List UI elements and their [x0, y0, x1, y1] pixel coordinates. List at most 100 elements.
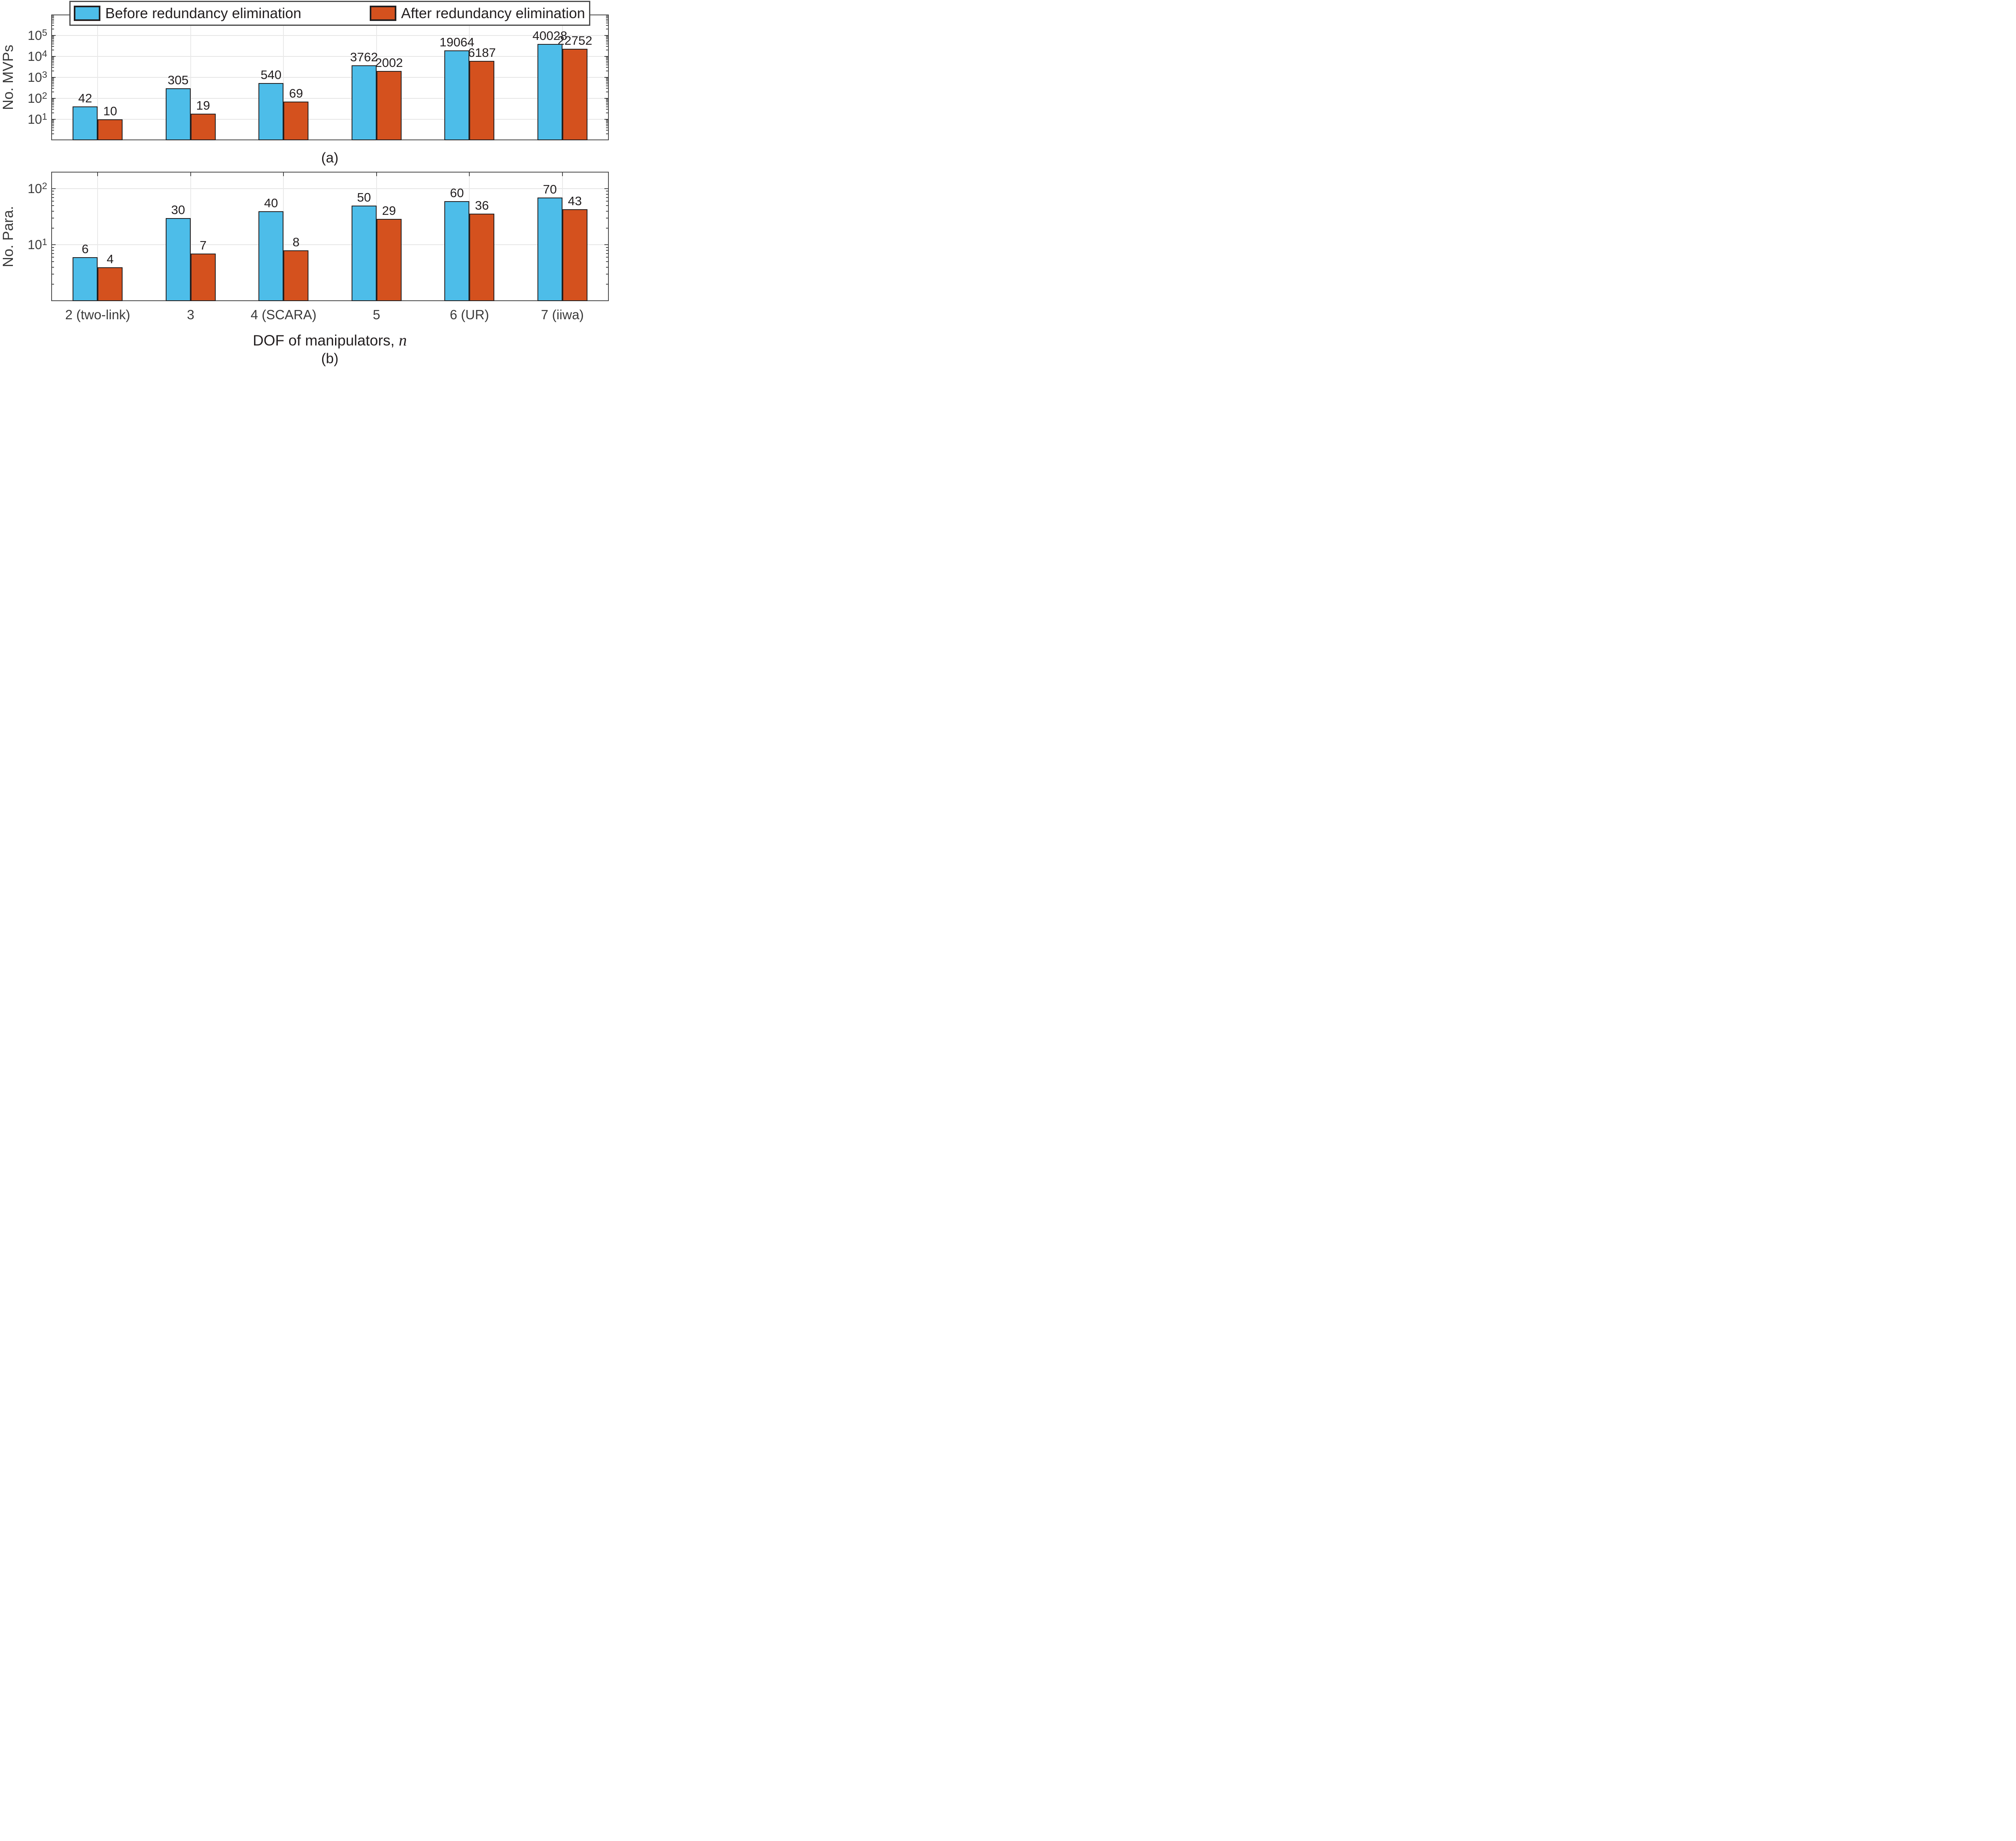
- bar-value-label: 19: [196, 98, 210, 112]
- gridline-horizontal: [52, 35, 608, 36]
- y-minor-tick: [606, 274, 608, 275]
- y-minor-tick: [52, 15, 54, 16]
- legend-label-after: After redundancy elimination: [401, 5, 585, 21]
- bar: [469, 60, 495, 140]
- bar-value-label: 540: [260, 67, 282, 82]
- y-minor-tick: [52, 127, 54, 128]
- y-minor-tick: [606, 57, 608, 58]
- y-minor-tick: [606, 88, 608, 89]
- y-major-tick: [604, 244, 608, 245]
- y-minor-tick: [52, 267, 54, 268]
- y-minor-tick: [606, 125, 608, 126]
- bar-value-label: 22752: [557, 33, 592, 48]
- y-minor-tick: [606, 19, 608, 20]
- bar-value-label: 6: [81, 242, 89, 256]
- gridline-horizontal: [52, 56, 608, 57]
- y-minor-tick: [606, 193, 608, 195]
- y-minor-tick: [52, 284, 54, 285]
- y-minor-tick: [52, 121, 54, 122]
- bar: [283, 102, 309, 140]
- y-major-tick: [52, 98, 56, 99]
- x-tick: [97, 173, 98, 176]
- y-axis-label: No. Para.: [0, 206, 16, 267]
- bar-value-label: 6187: [468, 45, 496, 60]
- y-minor-tick: [52, 100, 54, 101]
- y-minor-tick: [606, 127, 608, 128]
- y-minor-tick: [52, 60, 54, 62]
- y-minor-tick: [52, 80, 54, 81]
- y-minor-tick: [606, 85, 608, 86]
- axis-box: [51, 172, 609, 301]
- y-minor-tick: [606, 101, 608, 102]
- gridline-vertical: [283, 173, 284, 300]
- legend-swatch-before-icon: [74, 6, 100, 21]
- y-minor-tick: [52, 125, 54, 126]
- y-minor-tick: [52, 67, 54, 68]
- y-minor-tick: [606, 109, 608, 110]
- bar: [190, 113, 216, 140]
- legend-label-before: Before redundancy elimination: [105, 5, 302, 21]
- y-minor-tick: [52, 122, 54, 123]
- y-minor-tick: [606, 37, 608, 38]
- caption-a: (a): [321, 150, 339, 166]
- x-tick: [376, 173, 377, 176]
- y-minor-tick: [606, 102, 608, 104]
- y-minor-tick: [606, 40, 608, 41]
- bar-value-label: 30: [171, 202, 185, 217]
- gridline-horizontal: [52, 244, 608, 245]
- bar: [444, 50, 470, 140]
- y-minor-tick: [606, 253, 608, 254]
- y-minor-tick: [606, 100, 608, 101]
- bar-value-label: 7: [200, 238, 207, 253]
- y-minor-tick: [606, 38, 608, 40]
- bar: [537, 44, 562, 140]
- y-tick-label: 102: [27, 90, 47, 106]
- y-minor-tick: [52, 253, 54, 254]
- y-minor-tick: [52, 101, 54, 102]
- y-minor-tick: [52, 40, 54, 41]
- y-minor-tick: [52, 16, 54, 17]
- y-minor-tick: [606, 284, 608, 285]
- y-minor-tick: [606, 200, 608, 202]
- y-minor-tick: [606, 79, 608, 80]
- y-minor-tick: [52, 112, 54, 114]
- y-minor-tick: [52, 227, 54, 229]
- gridline-horizontal: [52, 98, 608, 99]
- bar-value-label: 40: [264, 196, 278, 210]
- y-tick-label: 104: [27, 48, 47, 64]
- y-tick-label: 101: [27, 111, 47, 127]
- y-minor-tick: [606, 120, 608, 121]
- y-minor-tick: [606, 123, 608, 125]
- y-minor-tick: [606, 67, 608, 68]
- y-minor-tick: [52, 19, 54, 20]
- bar-value-label: 10: [103, 104, 117, 118]
- x-tick: [190, 173, 191, 176]
- y-minor-tick: [606, 130, 608, 131]
- x-tick-label: 7 (iiwa): [541, 307, 584, 322]
- y-minor-tick: [52, 109, 54, 110]
- y-minor-tick: [606, 46, 608, 47]
- y-minor-tick: [52, 79, 54, 80]
- legend-swatch-after-icon: [369, 6, 396, 21]
- y-minor-tick: [52, 247, 54, 248]
- y-minor-tick: [52, 210, 54, 212]
- y-minor-tick: [606, 104, 608, 105]
- bar-value-label: 43: [568, 194, 582, 208]
- x-axis-title: DOF of manipulators, n: [169, 331, 491, 349]
- x-tick-label: 5: [373, 307, 380, 322]
- bar: [469, 213, 495, 301]
- bar-value-label: 19064: [439, 35, 475, 50]
- y-minor-tick: [52, 99, 54, 100]
- y-major-tick: [52, 77, 56, 78]
- y-minor-tick: [52, 25, 54, 26]
- x-tick-label: 6 (UR): [450, 307, 489, 322]
- gridline-horizontal: [52, 77, 608, 78]
- y-minor-tick: [606, 60, 608, 62]
- bar-value-label: 69: [289, 86, 303, 101]
- y-minor-tick: [52, 38, 54, 40]
- bar: [73, 257, 98, 301]
- bar-value-label: 305: [167, 73, 189, 87]
- bar-value-label: 40028: [532, 28, 567, 43]
- y-minor-tick: [52, 205, 54, 206]
- y-minor-tick: [52, 261, 54, 262]
